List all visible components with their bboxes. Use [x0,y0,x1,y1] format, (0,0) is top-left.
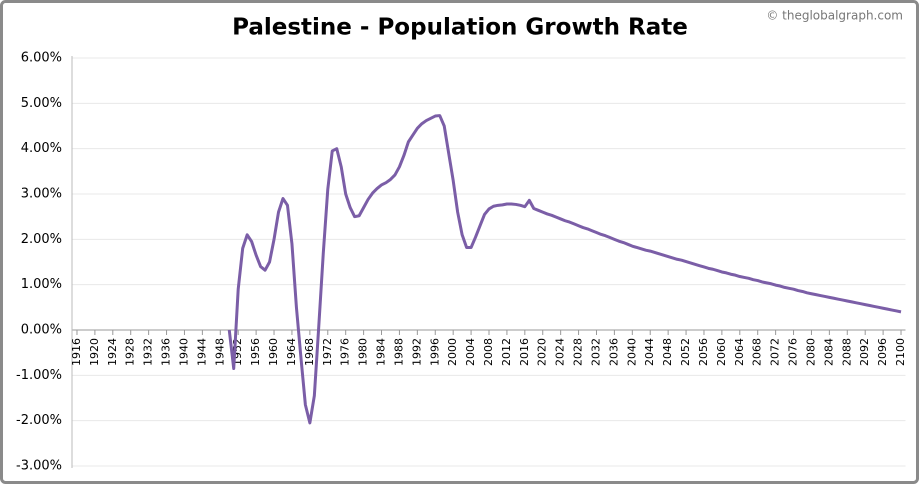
y-tick-label: 5.00% [21,96,62,111]
x-tick-label: 1960 [267,338,280,366]
x-tick-label: 2028 [572,338,585,366]
x-tick-label: 2048 [661,338,674,366]
x-tick-label: 1968 [303,338,316,366]
y-tick-label: 0.00% [21,323,62,338]
x-tick-label: 1916 [70,338,83,366]
x-tick-label: 2060 [715,338,728,366]
x-tick-label: 1936 [160,338,173,366]
watermark: © theglobalgraph.com [766,9,903,23]
x-tick-label: 1976 [339,338,352,366]
x-tick-label: 2040 [625,338,638,366]
x-tick-label: 1992 [410,338,423,366]
x-tick-label: 2076 [787,338,800,366]
x-tick-label: 1964 [285,338,298,366]
x-tick-label: 1956 [249,338,262,366]
x-tick-label: 2092 [858,338,871,366]
x-tick-label: 1924 [106,338,119,366]
y-tick-label: 6.00% [21,51,62,66]
x-tick-label: 1920 [88,338,101,366]
x-tick-label: 2012 [500,338,513,366]
x-tick-label: 2084 [822,338,835,366]
x-tick-label: 2004 [464,338,477,366]
x-tick-label: 2044 [643,338,656,366]
x-tick-label: 1980 [357,338,370,366]
y-tick-label: -3.00% [16,459,62,474]
x-tick-label: 2072 [769,338,782,366]
x-tick-label: 2020 [536,338,549,366]
x-tick-label: 2100 [894,338,907,366]
x-tick-label: 1940 [177,338,190,366]
x-tick-label: 2008 [482,338,495,366]
y-tick-label: 2.00% [21,232,62,247]
y-tick-label: 3.00% [21,187,62,202]
y-tick-label: -1.00% [16,368,62,383]
y-tick-label: -2.00% [16,413,62,428]
chart-title: Palestine - Population Growth Rate [232,15,688,41]
x-tick-label: 2024 [554,338,567,366]
y-tick-label: 4.00% [21,141,62,156]
x-tick-label: 1988 [392,338,405,366]
x-tick-label: 2096 [876,338,889,366]
x-tick-label: 2036 [607,338,620,366]
x-tick-label: 2080 [804,338,817,366]
x-tick-label: 2064 [733,338,746,366]
x-tick-label: 1932 [142,338,155,366]
x-tick-label: 1948 [213,338,226,366]
x-tick-label: 2056 [697,338,710,366]
x-tick-label: 1944 [195,338,208,366]
x-tick-label: 1996 [428,338,441,366]
x-tick-label: 2000 [446,338,459,366]
x-tick-label: 1984 [375,338,388,366]
y-tick-label: 1.00% [21,277,62,292]
x-tick-label: 2052 [679,338,692,366]
x-tick-label: 2032 [589,338,602,366]
x-tick-label: 2068 [751,338,764,366]
x-tick-label: 1972 [321,338,334,366]
data-line [227,114,902,425]
x-tick-label: 2016 [518,338,531,366]
x-tick-label: 2088 [840,338,853,366]
x-tick-label: 1928 [124,338,137,366]
